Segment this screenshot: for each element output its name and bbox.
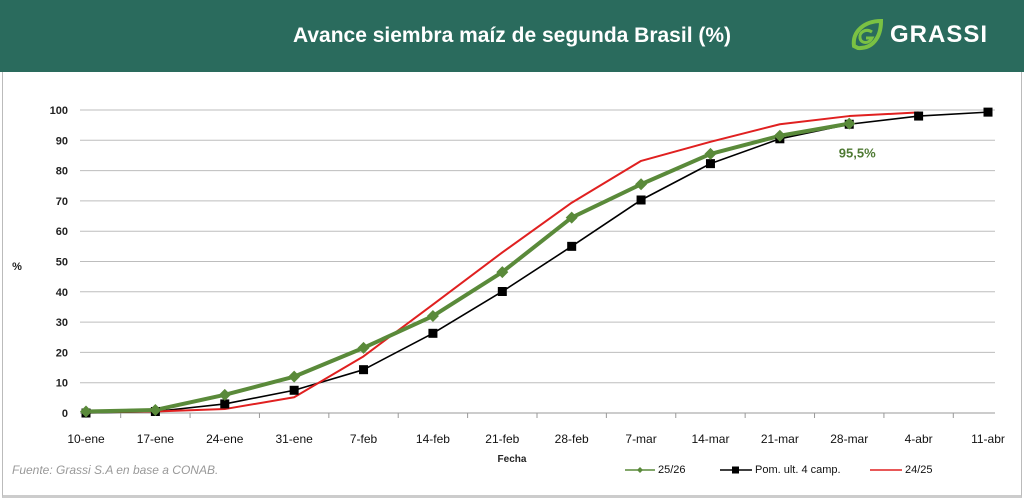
legend-label: 25/26: [658, 464, 686, 476]
data-point-square: [983, 107, 993, 117]
data-point-diamond: [218, 388, 231, 401]
y-tick-label: 0: [62, 408, 68, 420]
y-tick-label: 30: [56, 317, 68, 329]
y-tick-label: 60: [56, 226, 68, 238]
y-tick-label: 80: [56, 166, 68, 178]
x-tick-label: 24-ene: [206, 432, 244, 446]
y-tick-label: 90: [56, 135, 68, 147]
y-tick-label: 20: [56, 347, 68, 359]
data-point-diamond: [426, 310, 439, 323]
legend-black-square-icon: [720, 466, 752, 474]
data-point-diamond: [80, 405, 92, 418]
y-axis-label: %: [12, 261, 22, 273]
x-tick-label: 7-mar: [625, 432, 656, 446]
legend-label: Pom. ult. 4 camp.: [755, 464, 841, 476]
logo-text: GRASSI: [890, 21, 989, 48]
leaf-logo-icon: [851, 18, 884, 51]
data-point-diamond: [635, 178, 648, 191]
data-point-diamond: [357, 341, 370, 354]
chart-frame: [2, 72, 1022, 498]
data-point-square: [705, 159, 715, 169]
x-tick-label: 21-feb: [485, 432, 519, 446]
legend-label: 24/25: [905, 464, 933, 476]
data-point-square: [220, 399, 230, 409]
y-tick-label: 10: [56, 378, 68, 390]
x-tick-label: 31-ene: [275, 432, 313, 446]
y-tick-label: 50: [56, 257, 68, 269]
source-note: Fuente: Grassi S.A en base a CONAB.: [12, 463, 219, 477]
header-bar: Avance siembra maíz de segunda Brasil (%…: [0, 0, 1024, 72]
data-point-diamond: [773, 129, 786, 142]
legend-green-diamond-icon: [625, 467, 655, 473]
data-point-diamond: [288, 370, 301, 383]
y-tick-label: 70: [56, 196, 68, 208]
data-point-square: [636, 195, 646, 205]
legend-item-pom: Pom. ult. 4 camp.: [720, 464, 841, 476]
legend-item-25-26: 25/26: [625, 464, 686, 476]
chart-title: Avance siembra maíz de segunda Brasil (%…: [292, 24, 732, 47]
data-point-diamond: [704, 147, 717, 160]
data-point-square: [497, 286, 507, 296]
x-axis-label: Fecha: [498, 454, 527, 465]
legend-item-24-25: 24/25: [870, 464, 933, 476]
series-line-25-26: [85, 121, 850, 414]
x-tick-label: 4-abr: [905, 432, 933, 446]
x-tick-label: 28-mar: [830, 432, 868, 446]
data-point-square: [359, 365, 369, 375]
x-tick-label: 21-mar: [761, 432, 799, 446]
data-label-annotation: 95,5%: [839, 145, 876, 160]
x-tick-label: 7-feb: [350, 432, 378, 446]
data-point-diamond: [843, 117, 856, 130]
data-point-diamond: [565, 211, 578, 224]
x-tick-label: 14-feb: [416, 432, 450, 446]
legend-red-line-icon: [870, 469, 902, 471]
x-tick-label: 10-ene: [67, 432, 105, 446]
data-point-diamond: [149, 403, 162, 416]
data-point-square: [428, 328, 438, 338]
data-point-square: [567, 241, 577, 251]
data-point-square: [914, 111, 924, 121]
data-point-diamond: [496, 266, 509, 279]
y-tick-label: 100: [50, 105, 68, 117]
x-tick-label: 17-ene: [137, 432, 175, 446]
x-tick-label: 28-feb: [555, 432, 589, 446]
x-tick-label: 14-mar: [691, 432, 729, 446]
x-tick-label: 11-abr: [971, 432, 1005, 446]
series-line-24-25: [85, 111, 919, 414]
grassi-logo: GRASSI: [850, 18, 988, 52]
y-tick-label: 40: [56, 287, 68, 299]
data-point-square: [289, 385, 299, 395]
